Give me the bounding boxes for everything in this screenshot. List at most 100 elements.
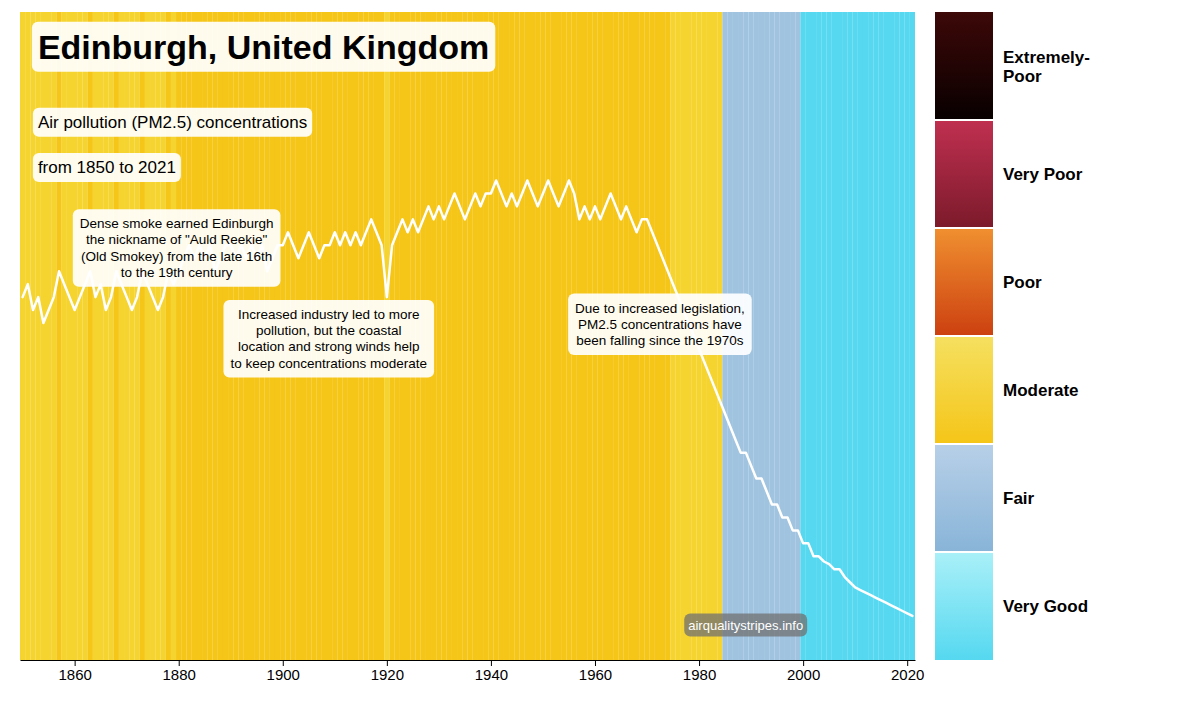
- stripe: [535, 12, 540, 660]
- stripe: [473, 12, 478, 660]
- stripe: [910, 12, 915, 660]
- x-tick-label: 2000: [787, 666, 820, 683]
- stripe: [483, 12, 488, 660]
- stripe: [452, 12, 457, 660]
- legend-separator: [935, 335, 993, 337]
- subtitle-group: Air pollution (PM2.5) concentrations: [33, 108, 312, 137]
- subtitle-box: [33, 108, 312, 137]
- legend-label: Moderate: [1003, 381, 1079, 400]
- legend-separator: [935, 551, 993, 553]
- legend-label: Extremely-Poor: [1003, 47, 1090, 85]
- stripe: [519, 12, 524, 660]
- annotation: Due to increased legislation,PM2.5 conce…: [575, 301, 745, 348]
- stripe: [800, 12, 805, 660]
- x-tick: 1900: [267, 660, 300, 683]
- stripe: [894, 12, 899, 660]
- annotation: Increased industry led to morepollution,…: [230, 307, 427, 371]
- stripe: [551, 12, 556, 660]
- legend-label: Very Poor: [1003, 165, 1083, 184]
- stripe: [462, 12, 467, 660]
- x-tick-label: 1960: [579, 666, 612, 683]
- stripe: [556, 12, 561, 660]
- x-tick-label: 2020: [891, 666, 924, 683]
- stripe: [546, 12, 551, 660]
- annotations: Edinburgh, United Kingdom Air pollution (…: [32, 22, 807, 637]
- x-tick-label: 1880: [163, 666, 196, 683]
- stripe: [540, 12, 545, 660]
- source-box: [684, 614, 807, 637]
- stripe: [905, 12, 910, 660]
- legend-separator: [935, 443, 993, 445]
- stripe: [785, 12, 790, 660]
- title: Edinburgh, United Kingdom: [38, 28, 489, 66]
- stripe: [879, 12, 884, 660]
- x-tick-label: 1940: [475, 666, 508, 683]
- stripe: [447, 12, 452, 660]
- stripe: [816, 12, 821, 660]
- title-box: [32, 22, 495, 72]
- stripe: [509, 12, 514, 660]
- legend: Extremely-PoorVery PoorPoorModerateFairV…: [935, 12, 1090, 660]
- stripe: [780, 12, 785, 660]
- stripe: [884, 12, 889, 660]
- legend-swatch: [935, 120, 993, 228]
- source: airqualitystripes.info: [688, 618, 803, 633]
- stripe: [530, 12, 535, 660]
- stripe: [790, 12, 795, 660]
- legend-separator: [935, 119, 993, 121]
- stripe: [889, 12, 894, 660]
- stripe: [811, 12, 816, 660]
- annotation-box: [73, 209, 281, 287]
- annotation: Dense smoke earned Edinburghthe nickname…: [80, 216, 274, 280]
- legend-swatch: [935, 444, 993, 552]
- annotation-box: [223, 300, 434, 378]
- stripe: [769, 12, 774, 660]
- legend-swatch: [935, 336, 993, 444]
- stripe: [759, 12, 764, 660]
- stripe: [488, 12, 493, 660]
- x-tick: 1960: [579, 660, 612, 683]
- x-tick-label: 1980: [683, 666, 716, 683]
- legend-label: Poor: [1003, 273, 1042, 292]
- subtitle-group: from 1850 to 2021: [33, 153, 181, 182]
- x-tick: 1860: [58, 660, 91, 683]
- legend-separator: [935, 227, 993, 229]
- subtitle: Air pollution (PM2.5) concentrations: [38, 113, 307, 132]
- stripe: [847, 12, 852, 660]
- stripe: [863, 12, 868, 660]
- stripe: [30, 12, 35, 660]
- x-tick: 1880: [163, 660, 196, 683]
- stripe: [858, 12, 863, 660]
- stripe: [504, 12, 509, 660]
- stripe: [514, 12, 519, 660]
- stripe: [25, 12, 30, 660]
- x-tick-label: 1860: [58, 666, 91, 683]
- stripe: [806, 12, 811, 660]
- x-tick: 1920: [371, 660, 404, 683]
- stripe: [441, 12, 446, 660]
- stripe: [868, 12, 873, 660]
- stripe: [457, 12, 462, 660]
- stripe: [842, 12, 847, 660]
- x-tick: 2020: [891, 660, 924, 683]
- chart: 1860 1880 1900 1920 1940 1960 1980 2000 2020 Edin…: [0, 0, 1200, 716]
- legend-swatch: [935, 552, 993, 660]
- x-tick-label: 1920: [371, 666, 404, 683]
- title-group: Edinburgh, United Kingdom: [32, 22, 495, 72]
- stripe: [873, 12, 878, 660]
- annotation-group: Dense smoke earned Edinburghthe nickname…: [73, 209, 281, 287]
- annotation-box: [568, 294, 752, 355]
- x-tick-label: 1900: [267, 666, 300, 683]
- stripe: [20, 12, 25, 660]
- stripe: [561, 12, 566, 660]
- source-group: airqualitystripes.info: [684, 614, 807, 637]
- stripe: [467, 12, 472, 660]
- subtitle-box: [33, 153, 181, 182]
- stripe: [832, 12, 837, 660]
- stripe: [436, 12, 441, 660]
- annotation-group: Increased industry led to morepollution,…: [223, 300, 434, 378]
- stripe: [493, 12, 498, 660]
- x-axis-line: [21, 660, 916, 661]
- subtitle: from 1850 to 2021: [38, 158, 176, 177]
- stripe: [754, 12, 759, 660]
